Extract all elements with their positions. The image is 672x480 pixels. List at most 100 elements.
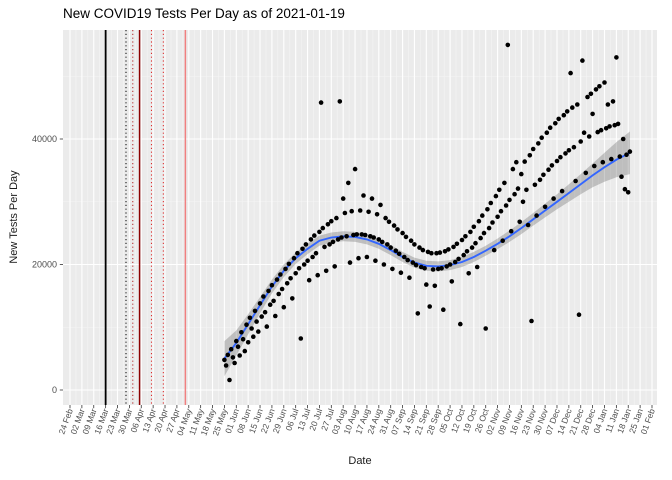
data-point bbox=[242, 348, 248, 354]
data-point bbox=[598, 127, 604, 133]
data-point bbox=[534, 213, 539, 218]
data-point bbox=[451, 244, 456, 250]
data-point bbox=[276, 291, 282, 297]
data-point bbox=[429, 250, 434, 256]
event-vlines bbox=[104, 30, 187, 405]
scatter-points bbox=[222, 42, 633, 383]
data-point bbox=[408, 238, 414, 243]
data-point bbox=[339, 235, 344, 240]
data-point bbox=[383, 215, 388, 221]
data-point bbox=[298, 336, 304, 341]
data-point bbox=[459, 237, 465, 243]
data-point bbox=[617, 154, 623, 159]
data-point bbox=[439, 266, 444, 271]
data-point bbox=[541, 172, 546, 178]
data-point bbox=[225, 352, 231, 358]
data-point bbox=[239, 330, 244, 335]
data-point bbox=[337, 99, 343, 104]
data-point bbox=[507, 197, 512, 203]
data-point bbox=[430, 267, 436, 272]
data-point bbox=[476, 218, 482, 224]
data-point bbox=[580, 58, 585, 63]
data-point bbox=[424, 282, 429, 287]
data-point bbox=[566, 148, 572, 153]
data-point bbox=[296, 266, 302, 271]
data-point bbox=[230, 355, 236, 360]
data-point bbox=[573, 178, 578, 184]
data-point bbox=[578, 139, 583, 144]
gridlines-minor bbox=[63, 30, 657, 405]
data-point bbox=[335, 237, 341, 242]
data-point bbox=[390, 266, 395, 272]
data-point bbox=[364, 254, 370, 260]
data-point bbox=[313, 250, 319, 256]
data-point bbox=[407, 275, 412, 281]
data-point bbox=[517, 219, 522, 225]
data-point bbox=[234, 338, 239, 344]
data-point bbox=[257, 301, 263, 306]
data-point bbox=[252, 308, 258, 314]
data-point bbox=[255, 329, 261, 334]
data-point bbox=[354, 232, 360, 237]
data-point bbox=[624, 152, 629, 157]
data-point bbox=[301, 262, 307, 267]
data-point bbox=[379, 239, 385, 245]
data-point bbox=[403, 234, 409, 240]
data-point bbox=[525, 222, 531, 228]
data-point bbox=[510, 166, 516, 172]
data-point bbox=[622, 186, 628, 192]
data-point bbox=[575, 102, 580, 107]
data-point bbox=[602, 80, 607, 85]
data-point bbox=[347, 260, 353, 265]
axis-ticks bbox=[59, 138, 653, 409]
data-point bbox=[537, 177, 543, 183]
data-point bbox=[235, 344, 241, 350]
x-axis-title: Date bbox=[348, 455, 372, 467]
data-point bbox=[583, 170, 589, 176]
data-point bbox=[334, 215, 339, 221]
data-point bbox=[413, 262, 419, 268]
data-point bbox=[278, 272, 283, 277]
data-point bbox=[483, 326, 489, 331]
data-point bbox=[422, 266, 427, 271]
data-point bbox=[386, 219, 392, 225]
data-point bbox=[300, 246, 305, 252]
data-point bbox=[254, 319, 259, 324]
data-point bbox=[373, 258, 378, 264]
data-point bbox=[351, 232, 356, 238]
data-point bbox=[247, 315, 253, 321]
data-point bbox=[361, 193, 366, 198]
data-point bbox=[371, 235, 377, 240]
data-point bbox=[305, 258, 310, 264]
data-point bbox=[385, 242, 390, 247]
data-point bbox=[478, 235, 483, 241]
data-point bbox=[222, 357, 227, 363]
data-point bbox=[486, 225, 492, 231]
data-point bbox=[308, 237, 314, 242]
data-point bbox=[456, 256, 461, 262]
data-point bbox=[441, 307, 446, 313]
data-point bbox=[352, 166, 358, 172]
y-tick-label: 20000 bbox=[32, 260, 57, 270]
data-point bbox=[388, 245, 394, 250]
data-point bbox=[561, 112, 567, 118]
data-point bbox=[497, 187, 502, 193]
data-point bbox=[576, 312, 582, 318]
data-point bbox=[357, 208, 363, 213]
data-point bbox=[461, 252, 467, 258]
data-point bbox=[532, 182, 538, 188]
data-point bbox=[600, 159, 606, 165]
data-point bbox=[327, 242, 332, 247]
data-point bbox=[322, 244, 327, 250]
data-point bbox=[519, 171, 524, 177]
data-point bbox=[251, 334, 256, 340]
data-point bbox=[551, 196, 556, 201]
data-point bbox=[340, 196, 346, 201]
data-point bbox=[586, 134, 592, 139]
data-point bbox=[466, 271, 472, 276]
data-point bbox=[318, 100, 324, 105]
data-point bbox=[271, 298, 276, 304]
data-point bbox=[564, 109, 570, 114]
data-point bbox=[261, 294, 266, 299]
data-point bbox=[595, 129, 600, 135]
